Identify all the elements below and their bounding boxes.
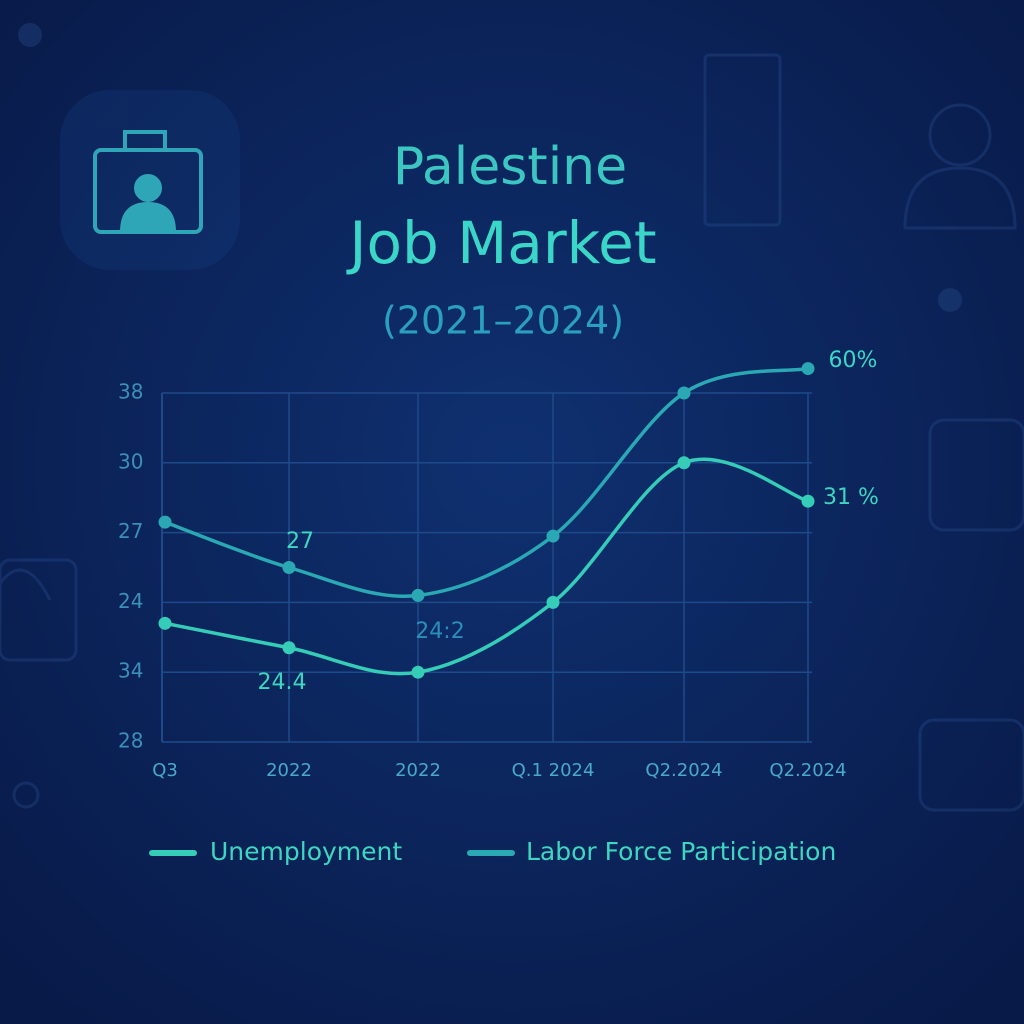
y-tick-label: 38 <box>118 380 143 404</box>
annotation: 60% <box>829 348 878 373</box>
point <box>801 494 815 508</box>
point <box>282 561 296 574</box>
title: Palestine <box>393 137 627 197</box>
series-line <box>164 366 809 598</box>
y-tick-label: 30 <box>118 449 143 473</box>
point <box>282 641 296 655</box>
x-tick-label: Q2.2024 <box>645 760 722 781</box>
point <box>411 665 425 679</box>
point <box>158 616 172 630</box>
point <box>158 515 172 529</box>
plot <box>158 362 815 679</box>
y-tick-label: 34 <box>118 659 143 683</box>
legend-label: Labor Force Participation <box>526 837 836 866</box>
x-tick-label: 2022 <box>266 760 312 781</box>
title: Job Market <box>346 209 656 277</box>
y-tick-label: 28 <box>118 729 143 753</box>
x-tick-label: Q.1 2024 <box>512 760 595 781</box>
point <box>546 529 560 543</box>
legend-label: Unemployment <box>210 837 402 866</box>
point <box>801 362 815 376</box>
briefcase-icon <box>93 130 203 234</box>
annotation: 27 <box>286 529 314 554</box>
point <box>411 588 425 602</box>
subtitle: (2021–2024) <box>382 299 624 343</box>
annotation: 31 % <box>823 485 879 510</box>
grid: 28 34 24 27 30 38 Q3 2022 2022 Q.1 2024 Q2.2024 Q2.… <box>118 380 847 782</box>
point <box>546 595 560 609</box>
x-tick-label: Q2.2024 <box>769 760 846 781</box>
y-tick-label: 27 <box>118 519 143 543</box>
point <box>677 456 691 470</box>
annotation: 24.4 <box>258 670 307 695</box>
annotation: 24:2 <box>415 619 464 644</box>
x-tick-label: Q3 <box>152 760 178 781</box>
y-tick-label: 24 <box>118 589 143 613</box>
point <box>677 386 691 400</box>
x-tick-label: 2022 <box>395 760 441 781</box>
